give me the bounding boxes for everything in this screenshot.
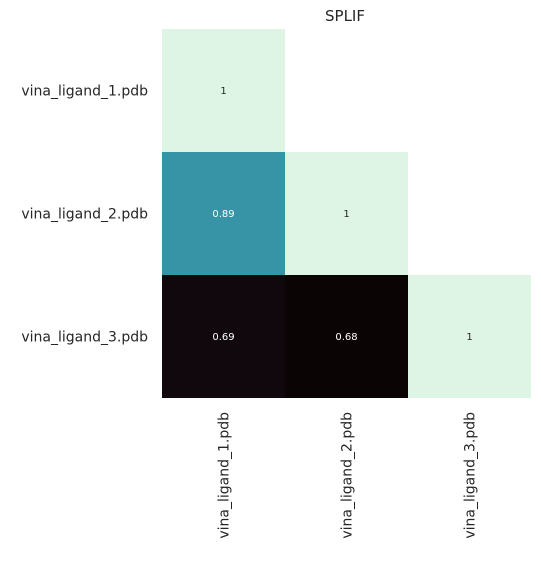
heatmap-cell-labels: 1 0.89 1 0.69 0.68 1 [212, 86, 472, 343]
x-tick-label-3: vina_ligand_3.pdb [463, 412, 479, 539]
y-tick-label-3: vina_ligand_3.pdb [21, 330, 148, 346]
y-tick-label-1: vina_ligand_1.pdb [21, 84, 148, 100]
heatmap-cell-label-r2-c1: 0.89 [212, 209, 234, 220]
y-tick-label-2: vina_ligand_2.pdb [21, 207, 148, 223]
heatmap-cell-label-r2-c2: 1 [343, 209, 349, 220]
heatmap-cell-r3-c3 [408, 275, 531, 398]
heatmap-cell-r3-c1 [162, 275, 285, 398]
x-tick-label-2: vina_ligand_2.pdb [340, 412, 356, 539]
heatmap-cell-r3-c2 [285, 275, 408, 398]
heatmap-cell-label-r3-c2: 0.68 [335, 332, 357, 343]
heatmap-cell-r2-c2 [285, 152, 408, 275]
heatmap-cells [162, 29, 531, 398]
y-axis-tick-labels: vina_ligand_1.pdb vina_ligand_2.pdb vina_l… [21, 84, 148, 346]
x-tick-label-1: vina_ligand_1.pdb [217, 412, 233, 539]
heatmap-cell-label-r3-c1: 0.69 [212, 332, 234, 343]
chart-title: SPLIF [325, 7, 365, 25]
x-axis-tick-labels: vina_ligand_1.pdb vina_ligand_2.pdb vina_l… [217, 412, 479, 539]
heatmap-cell-label-r1-c1: 1 [220, 86, 226, 97]
heatmap-cell-r1-c1 [162, 29, 285, 152]
heatmap-cell-r2-c1 [162, 152, 285, 275]
heatmap-cell-label-r3-c3: 1 [466, 332, 472, 343]
